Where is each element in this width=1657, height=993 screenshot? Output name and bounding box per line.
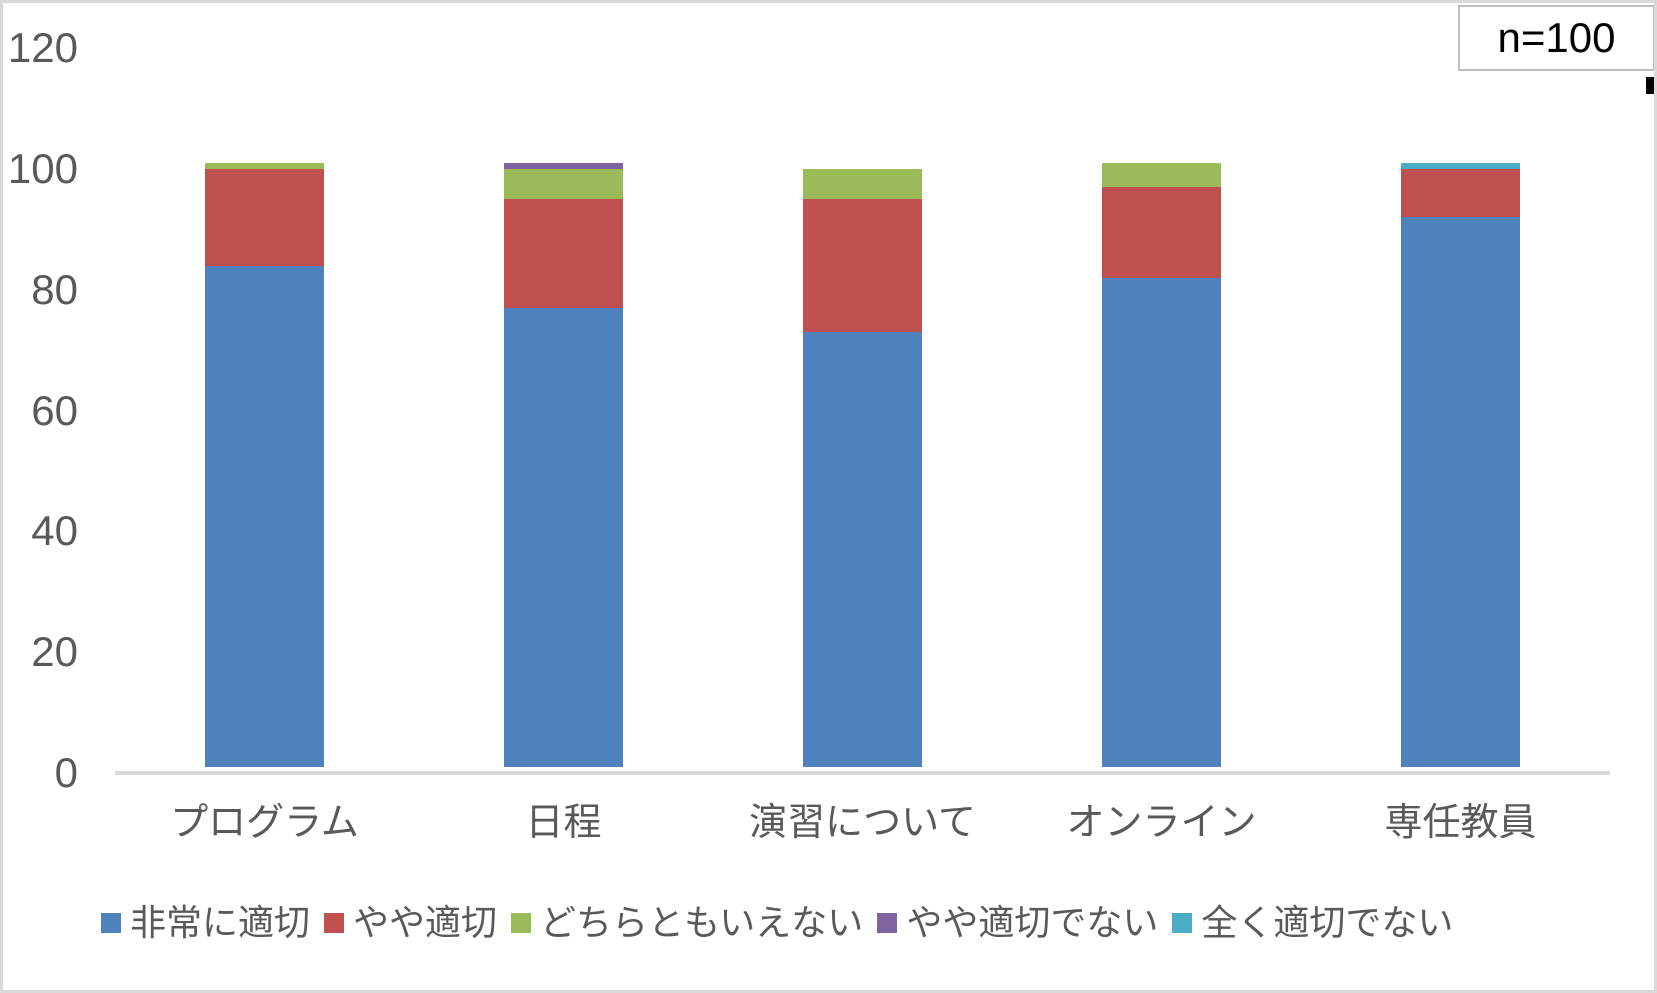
bar-segment-series-3: [205, 162, 324, 169]
bar-segment-series-5: [1401, 162, 1520, 169]
y-tick-label: 60: [31, 386, 78, 434]
bar-segment-series-2: [1401, 168, 1520, 218]
legend-label: 非常に適切: [130, 902, 311, 943]
y-tick-label: 120: [7, 24, 78, 71]
sample-size-text: n=100: [1497, 14, 1616, 61]
legend-label: やや適切でない: [906, 902, 1159, 943]
y-tick-label: 80: [31, 265, 78, 313]
bar-segment-series-1: [1102, 277, 1221, 767]
legend-item: 非常に適切: [101, 905, 310, 941]
bar-1: [205, 162, 324, 767]
legend: 非常に適切 やや適切 どちらともいえない やや適切でない 全く適切でない: [101, 898, 1453, 948]
legend-label: どちらともいえない: [540, 902, 864, 943]
bar-segment-series-3: [803, 168, 922, 200]
legend-swatch-icon: [101, 913, 121, 933]
x-axis-label: 専任教員: [1384, 802, 1537, 844]
y-tick-label: 0: [54, 749, 78, 796]
bar-segment-series-3: [504, 168, 623, 200]
sample-size-box: n=100: [1458, 5, 1654, 71]
bar-segment-series-2: [205, 168, 324, 266]
legend-item: やや適切でない: [877, 905, 1158, 941]
legend-swatch-icon: [877, 913, 898, 933]
bar-segment-series-3: [1102, 162, 1221, 187]
legend-label: やや適切: [353, 902, 498, 943]
bar-segment-series-2: [803, 199, 922, 332]
bar-4: [1102, 162, 1221, 767]
x-axis-label: プログラム: [170, 802, 359, 844]
bar-5: [1401, 162, 1520, 767]
x-axis-label: オンライン: [1066, 802, 1257, 844]
bar-segment-series-1: [1401, 217, 1520, 767]
legend-item: どちらともいえない: [511, 905, 863, 941]
x-axis-label: 日程: [525, 802, 602, 844]
bar-segment-series-1: [205, 265, 324, 767]
y-tick-label: 20: [31, 628, 78, 676]
y-tick-label: 100: [7, 144, 78, 192]
y-tick-label: 40: [31, 507, 78, 555]
legend-item: 全く適切でない: [1172, 905, 1453, 941]
bar-segment-series-2: [504, 199, 623, 308]
legend-swatch-icon: [324, 913, 345, 933]
x-axis-label: 演習について: [749, 802, 976, 844]
legend-label: 全く適切でない: [1201, 902, 1454, 943]
x-axis-line: [115, 771, 1610, 775]
bar-segment-series-2: [1102, 187, 1221, 278]
bar-3: [803, 168, 922, 767]
legend-swatch-icon: [1172, 913, 1193, 933]
bar-segment-series-1: [803, 332, 922, 767]
bar-segment-series-4: [504, 162, 623, 169]
legend-swatch-icon: [511, 913, 532, 933]
bar-segment-series-1: [504, 307, 623, 767]
bar-2: [504, 162, 623, 767]
edge-artifact: [1646, 77, 1654, 94]
legend-item: やや適切: [324, 905, 497, 941]
